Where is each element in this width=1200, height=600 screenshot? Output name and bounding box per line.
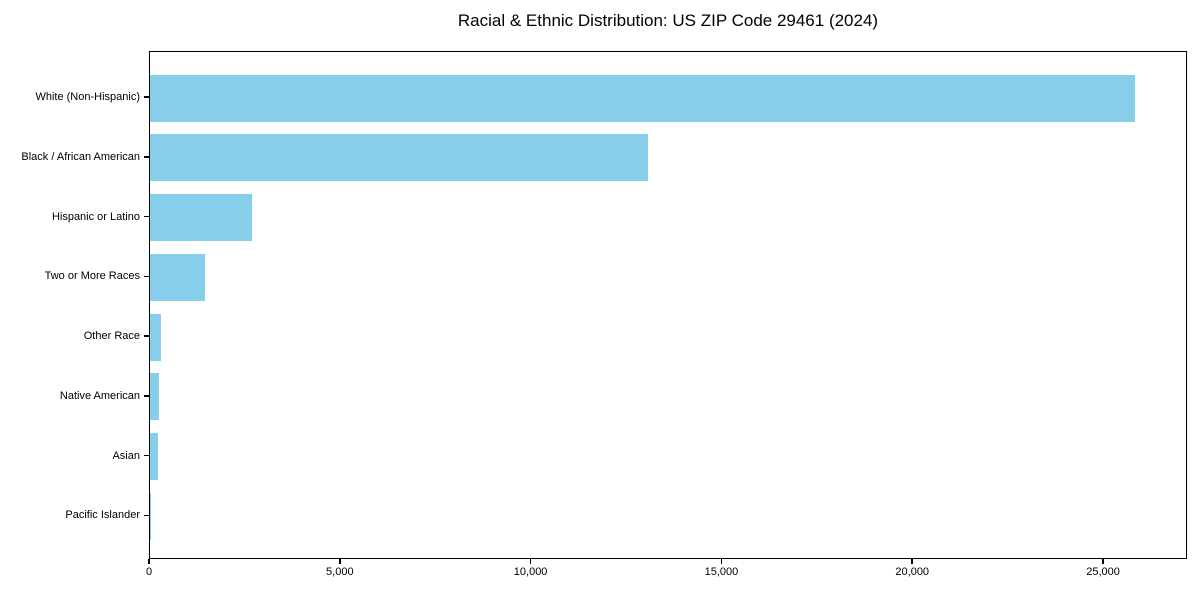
- bar-other-race: [150, 313, 162, 361]
- bar-black-african-american: [150, 134, 648, 182]
- x-tick-mark: [339, 559, 341, 564]
- y-tick-label: Two or More Races: [44, 270, 140, 283]
- bar-two-or-more-races: [150, 253, 205, 301]
- x-tick-mark: [529, 559, 532, 564]
- x-tick-label: 0: [145, 566, 153, 578]
- y-tick-label: Hispanic or Latino: [51, 210, 140, 223]
- y-tick-label: White (Non-Hispanic): [35, 91, 140, 103]
- y-tick-mark: [144, 275, 149, 277]
- y-tick-mark: [144, 454, 149, 457]
- plot-area: [149, 51, 1187, 559]
- x-tick-label: 10,000: [513, 566, 548, 578]
- bar-asian: [150, 433, 159, 480]
- y-tick-mark: [144, 215, 149, 218]
- y-tick-mark: [144, 96, 149, 98]
- y-tick-label: Asian: [112, 449, 140, 462]
- y-tick-mark: [144, 395, 149, 397]
- bar-hispanic-or-latino: [150, 194, 252, 241]
- bar-white-non-hispanic: [150, 74, 1135, 122]
- bar-native-american: [150, 373, 160, 421]
- y-tick-mark: [144, 335, 149, 337]
- x-tick-mark: [720, 559, 723, 564]
- x-tick-label: 25,000: [1086, 566, 1120, 578]
- y-tick-mark: [144, 514, 149, 516]
- x-tick-mark: [1102, 559, 1104, 564]
- x-tick-mark: [911, 559, 913, 564]
- x-tick-mark: [148, 559, 150, 564]
- chart-title: Racial & Ethnic Distribution: US ZIP Cod…: [457, 11, 879, 30]
- bar-pacific-islander: [150, 492, 151, 540]
- y-tick-mark: [144, 156, 149, 158]
- y-tick-label: Other Race: [83, 330, 140, 342]
- y-tick-label: Black / African American: [21, 150, 140, 163]
- x-tick-label: 20,000: [895, 566, 930, 578]
- x-tick-label: 15,000: [704, 566, 739, 578]
- y-tick-label: Native American: [59, 389, 140, 402]
- x-tick-label: 5,000: [326, 566, 354, 578]
- y-tick-label: Pacific Islander: [65, 509, 140, 522]
